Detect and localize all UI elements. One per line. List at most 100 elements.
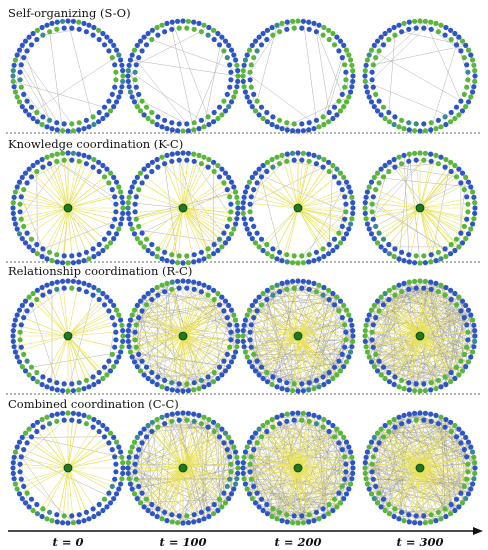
network-node (112, 454, 118, 460)
network-node (341, 236, 347, 242)
network-node (76, 418, 82, 424)
network-node (248, 84, 254, 90)
network-node (435, 289, 441, 295)
network-node (260, 30, 266, 37)
network-edge (56, 161, 117, 205)
network-node (34, 109, 40, 116)
hub-spoke (297, 305, 344, 337)
network-node (241, 454, 247, 460)
network-edge (219, 479, 230, 500)
network-node (399, 289, 405, 295)
network-node (386, 119, 392, 125)
network-node (270, 114, 276, 120)
network-node (26, 372, 32, 378)
network-node (19, 496, 25, 502)
network-node (366, 226, 372, 232)
network-edge (272, 376, 295, 385)
hub-spoke (130, 319, 184, 337)
network-node (107, 430, 114, 436)
network-node (101, 174, 108, 180)
network-node (234, 216, 240, 222)
network-node (133, 216, 139, 222)
network-node (40, 374, 46, 380)
network-node (235, 78, 241, 84)
network-node (471, 84, 477, 90)
network-node (201, 22, 207, 28)
network-node (127, 349, 133, 355)
network-edge (217, 165, 229, 178)
hub-spoke (137, 305, 184, 337)
hub-spoke (378, 442, 421, 469)
network-node (134, 496, 140, 502)
hub-spoke (67, 426, 94, 469)
network-node (346, 184, 352, 190)
network-edge (130, 451, 220, 500)
hub-spoke (49, 423, 69, 469)
network-node (219, 112, 225, 118)
network-node (76, 120, 82, 126)
hub-spoke (378, 310, 421, 337)
network-node (471, 194, 477, 200)
hub-spoke (157, 294, 184, 337)
hub-spoke (297, 467, 345, 480)
network-node (129, 226, 135, 232)
network-node (54, 279, 60, 285)
network-edge (15, 45, 23, 93)
network-node (141, 34, 147, 40)
hub-spoke (297, 423, 317, 469)
hub-spoke (67, 207, 100, 245)
network-node (336, 48, 342, 54)
network-node (320, 292, 326, 298)
network-node (442, 292, 448, 298)
hub-spoke (378, 335, 421, 362)
network-node (337, 500, 344, 506)
hub-spoke (408, 421, 421, 469)
hub-spoke (182, 335, 188, 384)
network-node (91, 284, 97, 291)
network-node (139, 48, 145, 54)
hub-spoke (297, 456, 345, 469)
network-node (465, 307, 472, 313)
network-node (180, 278, 186, 284)
network-node (247, 461, 253, 467)
network-node (136, 187, 142, 193)
hub-spoke (297, 207, 344, 239)
network-node (116, 226, 122, 232)
network-node (364, 57, 370, 63)
network-node (472, 205, 478, 211)
network-node (126, 62, 132, 68)
network-node (145, 290, 151, 297)
hub-spoke (297, 207, 346, 213)
network-node (224, 223, 230, 229)
network-node (134, 302, 140, 308)
hub-spoke (297, 335, 303, 384)
network-node (34, 501, 40, 508)
network-node (448, 168, 454, 175)
network-node (116, 444, 122, 450)
network-node (442, 32, 448, 38)
network-node (331, 104, 338, 110)
network-node (264, 428, 270, 435)
hub-spoke (244, 467, 299, 479)
network-node (185, 278, 191, 284)
hub-spoke (281, 467, 299, 521)
network-node (362, 333, 368, 339)
network-node (350, 328, 356, 334)
network-node (392, 164, 398, 170)
network-node (470, 317, 476, 323)
network-node (12, 449, 18, 455)
network-node (184, 157, 190, 163)
network-node (299, 253, 305, 259)
hub-spoke (171, 335, 184, 383)
network-edge (371, 422, 451, 495)
network-node (233, 349, 239, 355)
network-node (47, 29, 53, 35)
network-node (126, 476, 132, 482)
network-node (18, 84, 24, 90)
network-node (279, 412, 285, 418)
network-edge (276, 432, 341, 519)
network-edge (403, 310, 462, 389)
network-node (111, 496, 117, 502)
network-edge (134, 471, 195, 515)
network-edge (371, 428, 382, 443)
